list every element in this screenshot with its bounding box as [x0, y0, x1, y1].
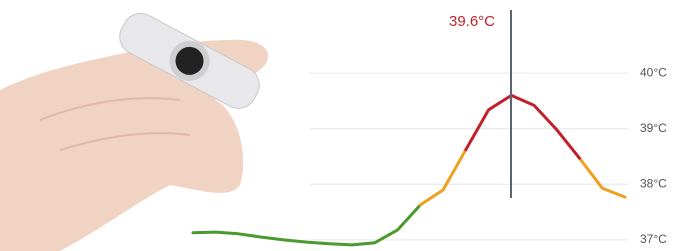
line-segment: [466, 95, 580, 158]
page: 39.6°C 37°C38°C39°C40°C (() => { const d…: [0, 0, 687, 251]
line-segment: [193, 205, 420, 245]
y-tick-label: 37°C: [640, 232, 667, 246]
y-tick-label: 40°C: [640, 65, 667, 79]
y-tick-label: 38°C: [640, 176, 667, 190]
line-segment: [580, 158, 626, 197]
hand-photo: [0, 7, 268, 251]
y-tick-label: 39°C: [640, 121, 667, 135]
line-segment: [420, 150, 465, 205]
annotation: 39.6°C: [449, 13, 495, 30]
chart: 39.6°C 37°C 38°C 39°C 40°C: [0, 0, 687, 251]
